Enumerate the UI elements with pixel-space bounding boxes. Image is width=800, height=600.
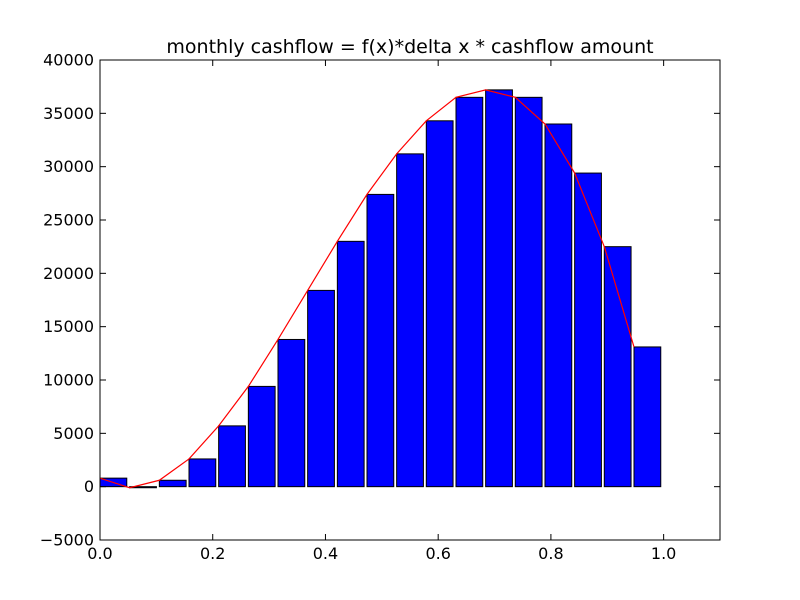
ticks-layer: 0.0 0.2 0.4 0.6 0.8 1.0 −5000 0 5000 10000 15000 20…: [40, 51, 720, 563]
bar: [277, 338, 306, 488]
bar: [218, 425, 246, 488]
trend-line: [99, 89, 635, 489]
x-tick-label: 0.0: [87, 544, 112, 563]
y-tick-label: 0: [84, 477, 94, 496]
y-tick-label: 25000: [43, 211, 94, 230]
line-layer: [99, 89, 635, 489]
chart-title: monthly cashflow = f(x)*delta x * cashfl…: [166, 36, 653, 58]
x-tick-label: 0.8: [538, 544, 563, 563]
bar: [188, 458, 217, 488]
bars-layer: [99, 89, 662, 489]
y-tick-label: 20000: [43, 264, 94, 283]
bar: [514, 96, 543, 488]
x-tick-label: 0.2: [200, 544, 225, 563]
x-tick-label: 1.0: [651, 544, 676, 563]
bar: [425, 120, 454, 488]
bar: [544, 123, 573, 488]
x-tick-label: 0.6: [425, 544, 450, 563]
y-tick-label: 40000: [43, 51, 94, 70]
bar: [247, 385, 276, 488]
bar: [307, 289, 335, 488]
bar: [603, 246, 632, 488]
plot-frame: [99, 59, 721, 541]
y-tick-label: 15000: [43, 317, 94, 336]
x-tick-label: 0.4: [313, 544, 338, 563]
bar: [574, 172, 602, 488]
y-tick-label: −5000: [40, 531, 94, 550]
bar: [336, 240, 365, 488]
y-tick-label: 30000: [43, 157, 94, 176]
y-tick-label: 5000: [53, 424, 94, 443]
bar: [485, 89, 513, 488]
bar: [455, 96, 484, 488]
bar: [633, 346, 662, 488]
bar: [366, 193, 395, 488]
y-tick-label: 10000: [43, 371, 94, 390]
y-tick-label: 35000: [43, 104, 94, 123]
bar: [158, 479, 187, 488]
bar: [396, 153, 424, 488]
